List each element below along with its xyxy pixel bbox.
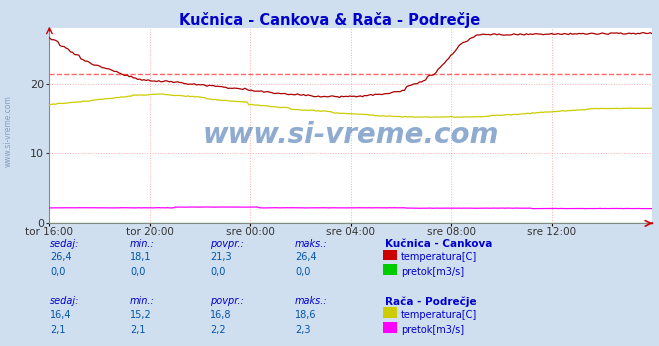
Text: 0,0: 0,0 xyxy=(295,267,310,277)
Text: 0,0: 0,0 xyxy=(50,267,65,277)
Text: 18,6: 18,6 xyxy=(295,310,316,320)
Text: pretok[m3/s]: pretok[m3/s] xyxy=(401,325,464,335)
Text: 26,4: 26,4 xyxy=(50,253,72,263)
Text: maks.:: maks.: xyxy=(295,296,328,306)
Text: 2,1: 2,1 xyxy=(130,325,146,335)
Text: 16,4: 16,4 xyxy=(50,310,71,320)
Text: 0,0: 0,0 xyxy=(130,267,146,277)
Text: 16,8: 16,8 xyxy=(210,310,231,320)
Text: min.:: min.: xyxy=(130,239,155,248)
Text: sedaj:: sedaj: xyxy=(50,296,79,306)
Text: temperatura[C]: temperatura[C] xyxy=(401,310,477,320)
FancyBboxPatch shape xyxy=(383,264,397,275)
Text: 2,1: 2,1 xyxy=(50,325,65,335)
Text: min.:: min.: xyxy=(130,296,155,306)
Text: 18,1: 18,1 xyxy=(130,253,152,263)
FancyBboxPatch shape xyxy=(383,307,397,318)
FancyBboxPatch shape xyxy=(383,249,397,261)
Text: 15,2: 15,2 xyxy=(130,310,152,320)
Text: povpr.:: povpr.: xyxy=(210,296,244,306)
Text: 2,3: 2,3 xyxy=(295,325,310,335)
Text: Rača - Podrečje: Rača - Podrečje xyxy=(385,296,476,307)
Text: Kučnica - Cankova: Kučnica - Cankova xyxy=(385,239,492,248)
Text: pretok[m3/s]: pretok[m3/s] xyxy=(401,267,464,277)
Text: www.si-vreme.com: www.si-vreme.com xyxy=(203,121,499,149)
Text: 21,3: 21,3 xyxy=(210,253,231,263)
Text: 0,0: 0,0 xyxy=(210,267,225,277)
Text: sedaj:: sedaj: xyxy=(50,239,79,248)
Text: www.si-vreme.com: www.si-vreme.com xyxy=(3,95,13,167)
Text: temperatura[C]: temperatura[C] xyxy=(401,253,477,263)
Text: 26,4: 26,4 xyxy=(295,253,316,263)
Text: 2,2: 2,2 xyxy=(210,325,225,335)
FancyBboxPatch shape xyxy=(383,322,397,333)
Text: Kučnica - Cankova & Rača - Podrečje: Kučnica - Cankova & Rača - Podrečje xyxy=(179,12,480,28)
Text: maks.:: maks.: xyxy=(295,239,328,248)
Text: povpr.:: povpr.: xyxy=(210,239,244,248)
